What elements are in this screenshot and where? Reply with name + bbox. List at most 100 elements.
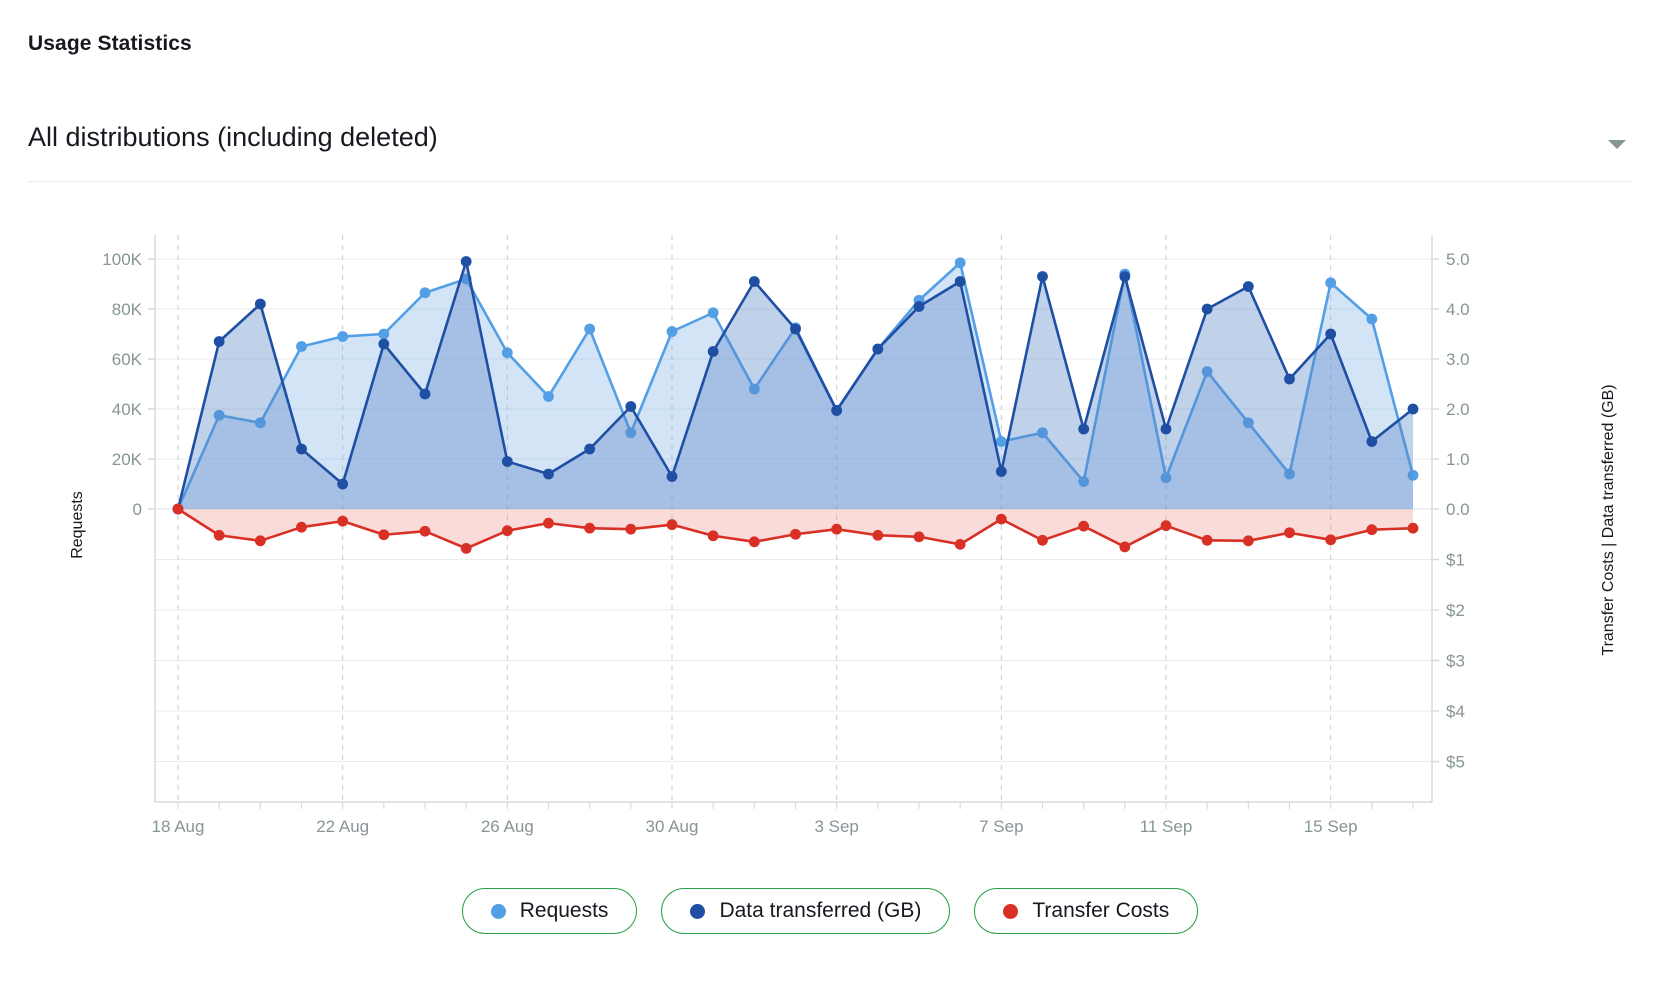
y2-axis-tick-label: 5.0 bbox=[1446, 250, 1470, 269]
data-point bbox=[1242, 535, 1254, 547]
data-point bbox=[1242, 281, 1254, 292]
legend-color-dot bbox=[490, 903, 506, 919]
legend-item-transfer-costs[interactable]: Transfer Costs bbox=[974, 888, 1199, 934]
data-point bbox=[1407, 403, 1419, 415]
data-point bbox=[543, 391, 554, 402]
data-point bbox=[1160, 423, 1172, 435]
data-point bbox=[1284, 527, 1295, 539]
data-point bbox=[1201, 303, 1213, 315]
x-axis-tick-label: 11 Sep bbox=[1140, 817, 1193, 836]
y2-axis-tick-label: 2.0 bbox=[1446, 400, 1470, 419]
data-point bbox=[296, 443, 307, 455]
data-point bbox=[460, 256, 472, 267]
x-axis-tick-label: 18 Aug bbox=[152, 817, 205, 836]
data-point bbox=[625, 523, 637, 535]
data-point bbox=[419, 525, 431, 537]
data-point bbox=[954, 538, 966, 550]
data-point bbox=[954, 257, 966, 269]
series-area bbox=[178, 261, 1413, 509]
data-point bbox=[995, 466, 1007, 477]
distribution-selector[interactable]: All distributions (including deleted) bbox=[28, 118, 1632, 182]
data-point bbox=[213, 529, 225, 541]
x-axis-tick-label: 26 Aug bbox=[481, 817, 534, 836]
data-point bbox=[378, 529, 390, 541]
y-axis-title: Requests bbox=[69, 491, 86, 559]
data-point bbox=[254, 417, 266, 429]
legend-item-data-transferred[interactable]: Data transferred (GB) bbox=[661, 888, 951, 934]
x-axis-tick-label: 30 Aug bbox=[646, 817, 699, 836]
y-axis-tick-label: 0 bbox=[133, 500, 142, 519]
data-point bbox=[378, 338, 390, 350]
y-axis-tick-label: 40K bbox=[112, 400, 143, 419]
data-point bbox=[1201, 534, 1213, 546]
data-point bbox=[1201, 366, 1213, 377]
data-point bbox=[1160, 472, 1172, 484]
data-point bbox=[1366, 436, 1378, 447]
y-axis-tick-label: 20K bbox=[112, 450, 143, 469]
legend-label: Requests bbox=[519, 899, 609, 922]
data-point bbox=[707, 346, 719, 357]
chevron-down-icon[interactable] bbox=[1608, 140, 1626, 149]
y2-axis-tick-label: 3.0 bbox=[1446, 350, 1470, 369]
data-point bbox=[954, 276, 966, 287]
data-point bbox=[1119, 271, 1131, 282]
data-point bbox=[872, 343, 884, 355]
data-point bbox=[1325, 277, 1337, 289]
data-point bbox=[1325, 534, 1337, 546]
data-point bbox=[1284, 373, 1295, 385]
cost-axis-tick-label: $3 bbox=[1446, 652, 1465, 671]
series-area bbox=[178, 262, 1413, 509]
data-point bbox=[1078, 476, 1090, 487]
data-point bbox=[831, 405, 843, 416]
legend-label: Transfer Costs bbox=[1032, 899, 1170, 922]
data-point bbox=[172, 503, 184, 515]
cost-axis-tick-label: $5 bbox=[1446, 753, 1465, 772]
data-point bbox=[337, 331, 349, 342]
cost-axis-tick-label: $4 bbox=[1446, 702, 1465, 721]
data-point bbox=[213, 336, 225, 347]
data-point bbox=[1407, 522, 1419, 534]
data-point bbox=[1407, 469, 1419, 481]
data-point bbox=[501, 525, 513, 537]
y2-axis-title: Transfer Costs | Data transferred (GB) bbox=[1600, 384, 1617, 655]
data-point bbox=[543, 468, 554, 480]
legend-item-requests[interactable]: Requests bbox=[461, 888, 638, 934]
data-point bbox=[666, 326, 678, 337]
data-point bbox=[1078, 423, 1090, 435]
data-point bbox=[995, 513, 1007, 525]
data-point bbox=[831, 523, 843, 535]
data-point bbox=[707, 530, 719, 542]
y-axis-tick-label: 60K bbox=[112, 350, 143, 369]
data-point bbox=[748, 536, 760, 548]
page-title: Usage Statistics bbox=[28, 32, 192, 55]
data-point bbox=[748, 276, 760, 287]
data-point bbox=[1037, 427, 1048, 439]
data-point bbox=[1242, 417, 1254, 429]
x-axis-tick-label: 22 Aug bbox=[316, 817, 369, 836]
usage-chart-svg: 0 20K 40K 60K 80K 100K 0.0 1.0 2.0 3.0 4.0 5.0 $1 $2 $… bbox=[69, 235, 1617, 836]
data-point bbox=[872, 529, 884, 541]
x-axis-tick-label: 7 Sep bbox=[979, 817, 1023, 836]
data-point bbox=[296, 341, 307, 352]
data-point bbox=[1284, 468, 1295, 480]
data-point bbox=[584, 522, 596, 534]
data-point bbox=[584, 323, 596, 335]
data-point bbox=[666, 519, 678, 531]
data-point bbox=[501, 456, 513, 467]
data-point bbox=[337, 515, 349, 527]
y2-axis-tick-label: 4.0 bbox=[1446, 300, 1470, 319]
data-point bbox=[213, 409, 225, 421]
y-axis-tick-label: 100K bbox=[102, 250, 142, 269]
data-point bbox=[790, 323, 801, 335]
data-point bbox=[501, 347, 513, 359]
data-point bbox=[337, 478, 349, 490]
data-point bbox=[1037, 534, 1048, 546]
legend-label: Data transferred (GB) bbox=[719, 899, 922, 922]
legend-color-dot bbox=[1003, 903, 1019, 919]
data-point bbox=[666, 471, 678, 482]
legend-color-dot bbox=[690, 903, 706, 919]
y-axis-tick-label: 80K bbox=[112, 300, 143, 319]
y2-axis-tick-label: 0.0 bbox=[1446, 500, 1470, 519]
distribution-selector-label: All distributions (including deleted) bbox=[28, 122, 438, 152]
